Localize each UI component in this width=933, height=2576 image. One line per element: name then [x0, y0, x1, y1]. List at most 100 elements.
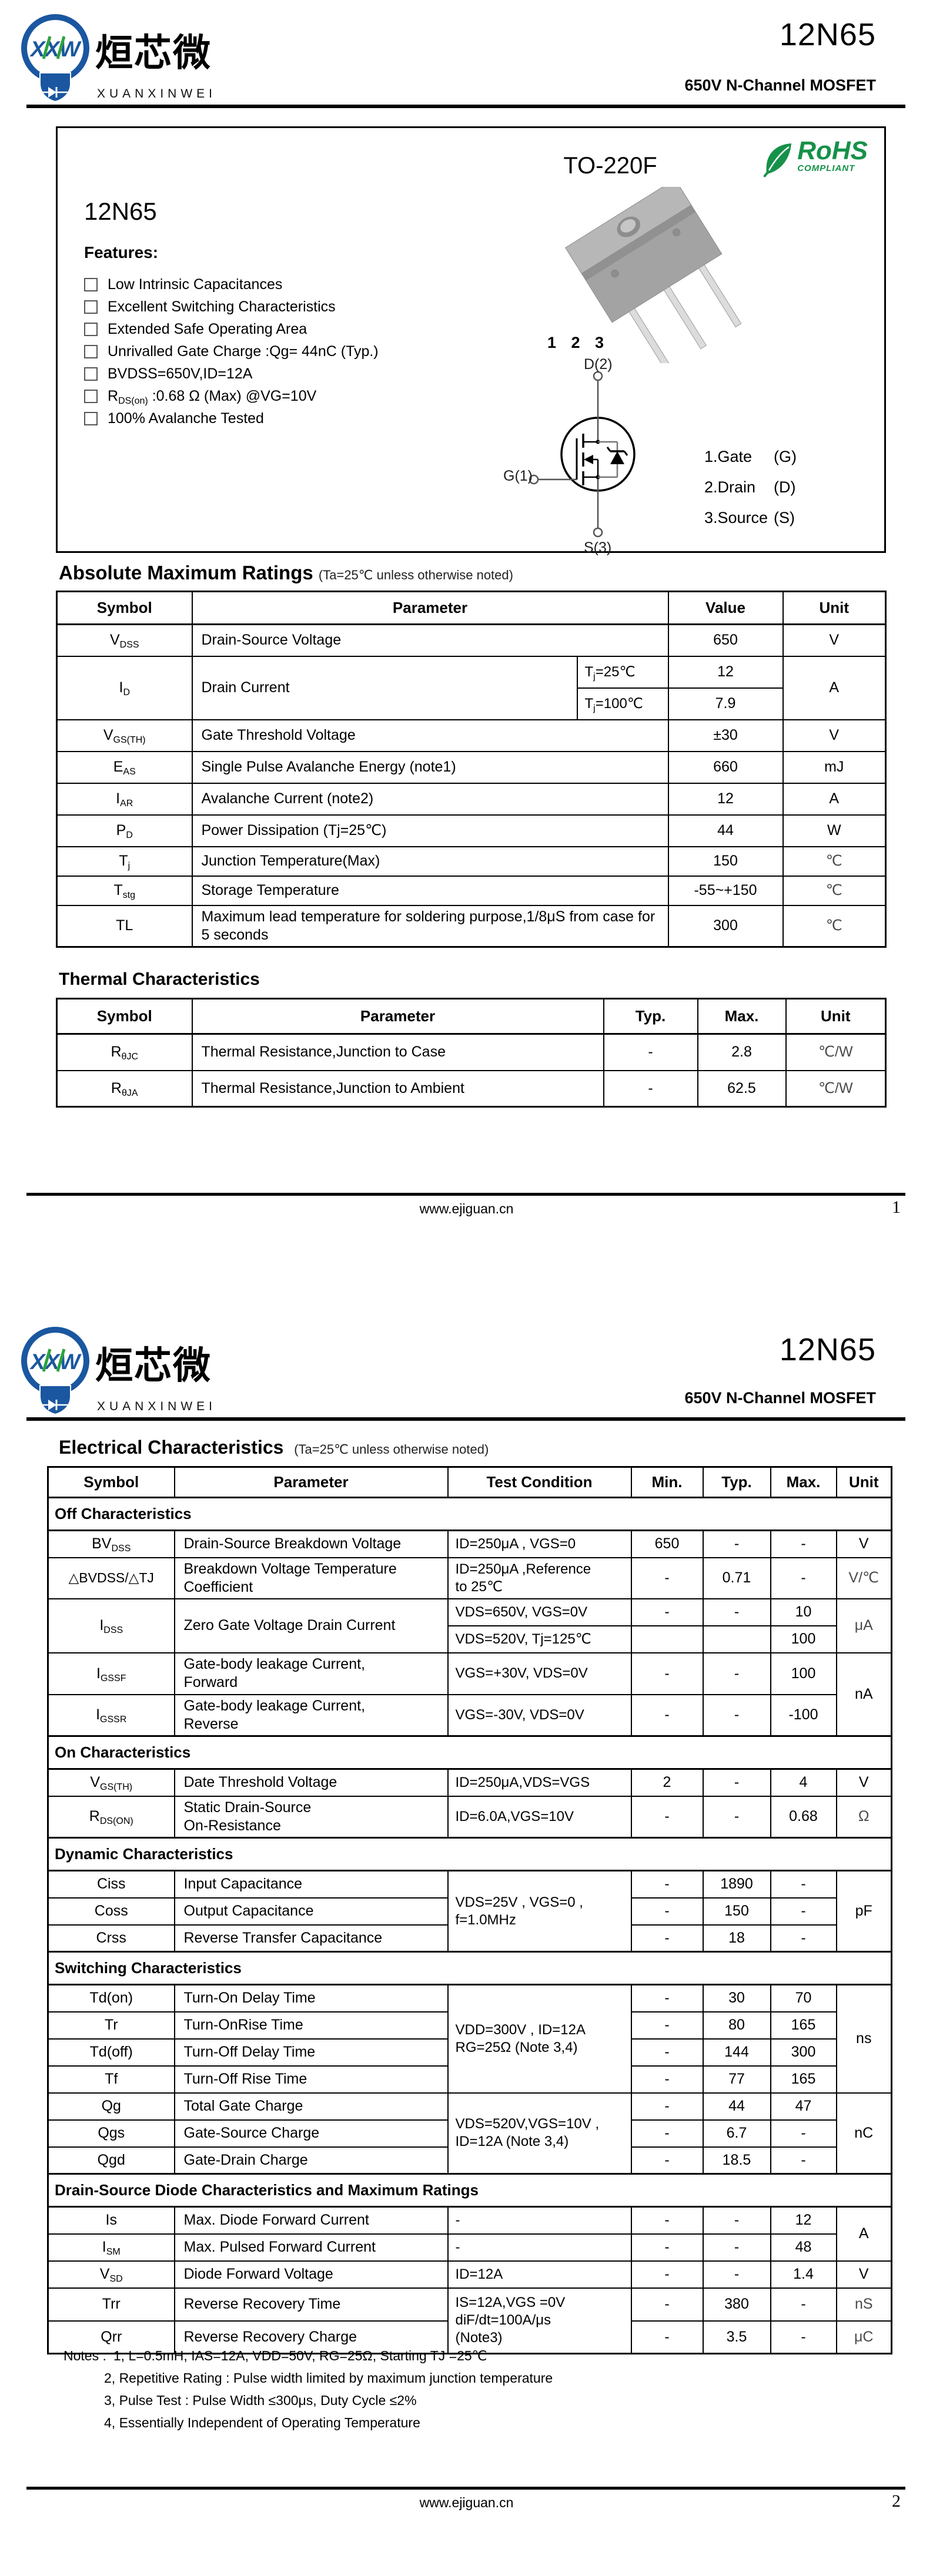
cell-symbol: EAS [56, 750, 193, 784]
rohs-leaf-icon [763, 143, 792, 177]
cell-unit: V [782, 623, 887, 657]
feature-item: Extended Safe Operating Area [84, 321, 379, 343]
cell-parameter: Thermal Resistance,Junction to Case [191, 1033, 604, 1071]
cell-parameter: Breakdown Voltage Temperature Coefficien… [173, 1557, 449, 1599]
company-name-en: XUANXINWEI [97, 87, 217, 100]
cell-max: 62.5 [697, 1069, 787, 1108]
electrical-characteristics-table: Symbol Parameter Test Condition Min. Typ. Max… [47, 1466, 892, 2354]
cell-value: 44 [667, 814, 784, 847]
table-row: IAR Avalanche Current (note2) 12 A [56, 782, 887, 816]
header-rule [26, 105, 905, 108]
table-row: ID Drain Current Tj=25℃ 12 A [56, 655, 887, 720]
feature-item: Excellent Switching Characteristics [84, 298, 379, 321]
cell-unit: ℃ [782, 846, 887, 877]
notes-block: Notes :1, L=0.5mH, IAS=12A, VDD=50V, RG=… [63, 2344, 553, 2434]
table-row: Tj Junction Temperature(Max) 150 ℃ [56, 846, 887, 877]
section-header: Switching Characteristics [47, 1951, 892, 1985]
cell-unit: nA [835, 1652, 892, 1737]
cell-symbol: ISM [47, 2233, 175, 2262]
table-header-row: Symbol Parameter Typ. Max. Unit [56, 998, 887, 1035]
part-number: 12N65 [779, 17, 876, 52]
table-row: VDS=520V, Tj=125℃ 100 [48, 1625, 892, 1653]
cell-parameter: Drain-Source Voltage [191, 623, 669, 657]
cell-parameter: Reverse Recovery Time [173, 2287, 449, 2322]
section-row: On Characteristics [47, 1735, 892, 1770]
cell-parameter: Turn-OnRise Time [173, 2011, 449, 2040]
table-row: Trr Reverse Recovery Time IS=12A,VGS =0V… [47, 2287, 892, 2354]
cell-symbol: Qgd [47, 2146, 175, 2175]
cell-typ: - [603, 1069, 698, 1108]
brand-logo: XXW [21, 1327, 89, 1416]
cell-unit: A [782, 655, 887, 720]
thermal-title: Thermal Characteristics [59, 970, 260, 989]
cell-unit: A [782, 782, 887, 816]
pin-legend: 1.Gate (G) 2.Drain (D) 3.Source (S) [704, 448, 797, 539]
table-row: EAS Single Pulse Avalanche Energy (note1… [56, 750, 887, 784]
cell-parameter: Gate-body leakage Current, Forward [173, 1652, 449, 1695]
cell-symbol: Td(off) [47, 2038, 175, 2067]
features-label: Features: [84, 243, 159, 261]
section-row: Off Characteristics [47, 1497, 892, 1531]
page-number: 1 [892, 1198, 901, 1217]
cell-parameter: Gate Threshold Voltage [191, 719, 669, 752]
cell-condition: IS=12A,VGS =0V diF/dt=100A/μs (Note3) [447, 2287, 632, 2354]
cell-parameter: Input Capacitance [173, 1870, 449, 1899]
legend-item: 1.Gate (G) [704, 448, 797, 465]
drain-pin-label: D(2) [584, 356, 613, 373]
checkbox-icon [84, 345, 98, 358]
rohs-compliant-label: COMPLIANT [797, 163, 855, 173]
table-row: BVDSS Drain-Source Breakdown Voltage ID=… [47, 1530, 892, 1558]
table-row: Qg Total Gate Charge VDS=520V,VGS=10V , … [47, 2092, 892, 2175]
cell-symbol: IGSSF [47, 1652, 175, 1695]
cell-unit: nS [835, 2287, 892, 2322]
cell-unit: μC [835, 2320, 892, 2354]
cell-typ: - [603, 1033, 698, 1071]
cell-parameter: Max. Diode Forward Current [173, 2206, 449, 2235]
page-1: XXW 烜芯微 XUANXINWEI 12N65 650V N-Channel … [0, 0, 933, 1287]
cell-parameter: Junction Temperature(Max) [191, 846, 669, 877]
checkbox-icon [84, 367, 98, 381]
cell-unit: V [835, 2260, 892, 2289]
cell-value: 660 [667, 750, 784, 784]
legend-item: 3.Source (S) [704, 509, 795, 526]
cell-value: 650 [667, 623, 784, 657]
cell-symbol: VDSS [56, 623, 193, 657]
cell-symbol: Td(on) [47, 1984, 175, 2012]
cell-unit: pF [835, 1870, 892, 1953]
package-name: TO-220F [563, 153, 657, 179]
cell-parameter: Gate-Drain Charge [173, 2146, 449, 2175]
table-row: IDSS Zero Gate Voltage Drain Current VDS… [47, 1598, 892, 1653]
amr-title: Absolute Maximum Ratings (Ta=25℃ unless … [59, 562, 513, 583]
thermal-characteristics-table: Symbol Parameter Typ. Max. Unit RθJC Thermal… [56, 998, 887, 1108]
section-row: Drain-Source Diode Characteristics and M… [47, 2173, 892, 2208]
cell-condition: Tj=25℃ [576, 655, 669, 689]
feature-item: Unrivalled Gate Charge :Qg= 44nC (Typ.) [84, 343, 379, 365]
page-number: 2 [892, 2491, 901, 2511]
table-row: △BVDSS/△TJ Breakdown Voltage Temperature… [47, 1557, 892, 1599]
cell-condition: VDS=650V, VGS=0V [447, 1598, 632, 1626]
cell-unit: V [835, 1530, 892, 1558]
table-row: Is Max. Diode Forward Current - - -12 A [47, 2206, 892, 2262]
cell-condition: - [447, 2233, 632, 2262]
brand-logo: XXW [21, 14, 89, 103]
table-row: PD Power Dissipation (Tj=25℃) 44 W [56, 814, 887, 847]
note-line: 2, Repetitive Rating : Pulse width limit… [104, 2370, 553, 2386]
cell-parameter: Output Capacitance [173, 1897, 449, 1926]
cell-value: 7.9 [667, 687, 784, 720]
cell-parameter: Power Dissipation (Tj=25℃) [191, 814, 669, 847]
cell-parameter: Date Threshold Voltage [173, 1768, 449, 1797]
table-row: Tf Turn-Off Rise Time -77 165 [47, 2065, 892, 2094]
feature-item: Low Intrinsic Capacitances [84, 276, 379, 298]
cell-condition: Tj=100℃ [576, 687, 669, 720]
cell-unit: μA [835, 1598, 892, 1653]
table-row: TL Maximum lead temperature for solderin… [56, 904, 887, 948]
cell-symbol: Tstg [56, 875, 193, 906]
cell-parameter: Drain Current [191, 655, 578, 720]
col-symbol: Symbol [56, 591, 193, 625]
cell-parameter: Thermal Resistance,Junction to Ambient [191, 1069, 604, 1108]
cell-condition: VDS=25V , VGS=0 , f=1.0MHz [447, 1870, 632, 1953]
cell-parameter: Storage Temperature [191, 875, 669, 906]
product-title: 12N65 [84, 197, 157, 225]
cell-unit: mJ [782, 750, 887, 784]
cell-symbol: Qrr [47, 2320, 175, 2354]
